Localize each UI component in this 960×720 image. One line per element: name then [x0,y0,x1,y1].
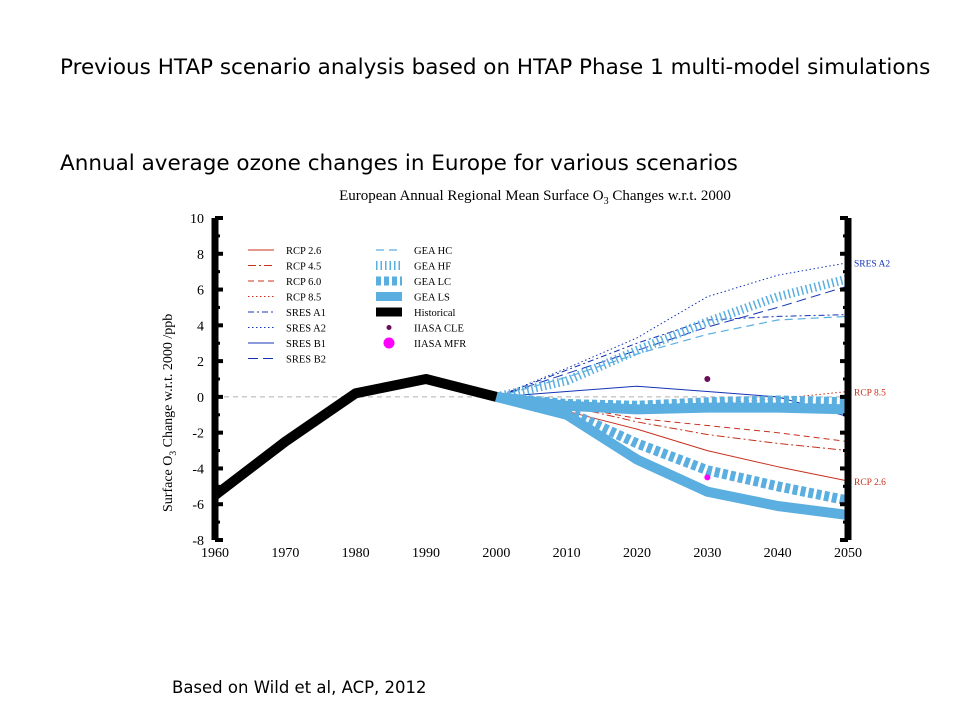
legend-label-sres-a2: SRES A2 [286,324,326,335]
legend-label-gea-lc: GEA LC [414,277,451,288]
legend-label-historical: Historical [414,308,455,319]
end-label-sres-a2: SRES A2 [854,260,890,270]
legend-label-gea-hf: GEA HF [414,262,451,273]
series-line-sres-a2-5 [496,262,849,398]
legend-label-iiasa-cle: IIASA CLE [414,324,464,335]
y-tick-label: 8 [197,248,204,263]
x-tick-label: 2030 [693,546,721,561]
y-tick-label: 10 [190,212,204,227]
y-tick-label: -2 [192,427,204,442]
legend: RCP 2.6 RCP 4.5 RCP 6.0 RCP 8.5 SRES A1 SRES … [248,246,466,366]
y-tick-label: -6 [192,498,204,513]
x-tick-label: 2040 [764,546,792,561]
legend-label-iiasa-mfr: IIASA MFR [414,339,466,350]
citation: Based on Wild et al, ACP, 2012 [172,678,427,697]
plot-area: -8 -6 -4 -2 0 2 4 6 8 10 1960 1970 1980 1990 2000 2010 2… [190,212,890,561]
slide-subheading: Annual average ozone changes in Europe f… [60,151,738,176]
x-tick-label: 2050 [834,546,862,561]
y-axis-label-subscript: 3 [169,451,179,456]
chart-title-suffix: Changes w.r.t. 2000 [609,188,731,204]
point-iiasa-mfr [704,474,711,481]
y-axis-label-main: Surface O [161,456,176,512]
legend-label-sres-a1: SRES A1 [286,308,326,319]
legend-label-rcp-2-6: RCP 2.6 [286,246,321,257]
series-line-gea-hc-8 [496,315,849,398]
end-label-rcp-2-6: RCP 2.6 [854,478,886,488]
legend-swatch-iiasa-cle [386,325,392,330]
point-iiasa-cle [704,376,711,382]
series-line-rcp-6-0-2 [496,396,849,443]
y-tick-label: 6 [197,284,204,299]
legend-label-rcp-4-5: RCP 4.5 [286,262,321,273]
y-tick-label: 0 [197,391,204,406]
x-tick-label: 1970 [271,546,299,561]
chart-title-main: European Annual Regional Mean Surface O [339,188,604,204]
y-tick-label: -4 [192,462,204,477]
series-line-sres-a1-4 [496,314,849,398]
x-tick-label: 2000 [482,546,510,561]
x-tick-label: 2010 [553,546,581,561]
y-tick-label: -8 [192,534,204,549]
y-tick-label: 4 [197,319,204,334]
legend-swatch-iiasa-mfr [383,337,395,349]
y-axis-label-suffix: Change w.r.t. 2000 /ppb [161,314,176,451]
legend-label-sres-b1: SRES B1 [286,339,326,350]
legend-label-gea-hc: GEA HC [414,246,452,257]
x-tick-label: 1960 [201,546,229,561]
end-label-rcp-8-5: RCP 8.5 [854,389,886,399]
legend-label-rcp-6-0: RCP 6.0 [286,277,321,288]
series-line-historical-14 [211,374,498,500]
x-tick-label: 1980 [342,546,370,561]
y-tick-label: 2 [197,355,204,370]
chart-title: European Annual Regional Mean Surface O3… [339,188,731,207]
legend-label-rcp-8-5: RCP 8.5 [286,293,321,304]
legend-label-sres-b2: SRES B2 [286,355,326,366]
legend-label-gea-ls: GEA LS [414,293,450,304]
series-line-gea-hf-9 [495,274,850,402]
slide-heading: Previous HTAP scenario analysis based on… [60,55,931,80]
chart-title-subscript: 3 [604,196,609,207]
series-line-sres-b1-6 [496,385,849,418]
x-tick-label: 1990 [412,546,440,561]
x-tick-label: 2020 [623,546,651,561]
y-axis-label: Surface O3 Change w.r.t. 2000 /ppb [161,314,179,512]
series-line-gea-lc-13 [495,391,849,411]
series-line-gea-ls-11 [495,392,849,520]
